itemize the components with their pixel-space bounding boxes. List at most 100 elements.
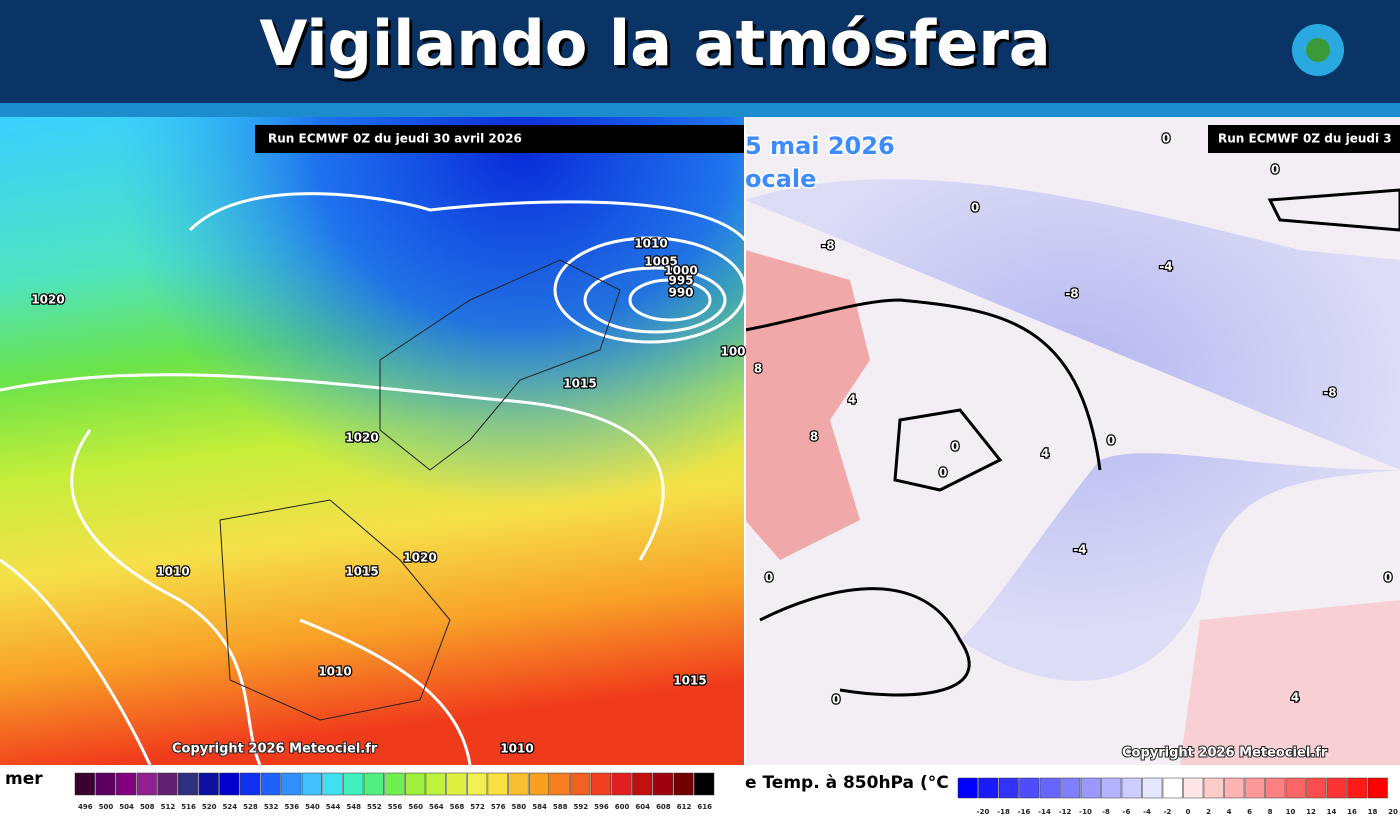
scale-label: 18 xyxy=(1368,808,1378,816)
scale-label: 600 xyxy=(615,803,630,811)
contour-label: 4 xyxy=(1041,447,1049,461)
scale-swatch xyxy=(239,772,261,796)
contour-label: 995 xyxy=(668,274,693,288)
scale-label: 20 xyxy=(1388,808,1398,816)
scale-swatch xyxy=(363,772,384,796)
contour-label: 990 xyxy=(668,286,693,300)
scale-swatch xyxy=(425,772,446,796)
contour-label: 0 xyxy=(765,571,773,585)
scale-label: 512 xyxy=(161,803,176,811)
contour-label: 1020 xyxy=(403,551,436,565)
contour-label: 0 xyxy=(832,693,840,707)
scale-swatch xyxy=(1183,777,1204,799)
scale-swatch xyxy=(177,772,199,796)
scale-label: 12 xyxy=(1306,808,1316,816)
scale-swatch xyxy=(528,772,550,796)
scale-label: 564 xyxy=(429,803,444,811)
scale-label: -4 xyxy=(1143,808,1151,816)
run-label: Run ECMWF 0Z du jeudi 3 xyxy=(1218,132,1392,146)
scale-swatch xyxy=(95,772,116,796)
scale-label: 0 xyxy=(1186,808,1191,816)
contour-label: 8 xyxy=(754,362,762,376)
contour-label: 0 xyxy=(939,466,947,480)
scale-swatch xyxy=(343,772,364,796)
copyright: Copyright 2026 Meteociel.fr xyxy=(1122,746,1328,761)
scale-swatch xyxy=(1019,777,1040,799)
right-map xyxy=(744,117,1400,765)
scale-swatch xyxy=(322,772,343,796)
scale-label: -6 xyxy=(1123,808,1131,816)
contour-label: 1010 xyxy=(156,565,189,579)
scale-label: 616 xyxy=(697,803,712,811)
scale-label: 524 xyxy=(223,803,238,811)
scale-label: -16 xyxy=(1018,808,1031,816)
scale-swatch xyxy=(74,772,95,796)
scale-label: 544 xyxy=(326,803,341,811)
scale-swatch xyxy=(694,772,715,796)
scale-swatch xyxy=(136,772,157,796)
scale-swatch xyxy=(1347,777,1368,799)
scale-swatch xyxy=(1121,777,1142,799)
scale-swatch xyxy=(570,772,591,796)
contour-label: 1020 xyxy=(31,293,64,307)
contour-label: -4 xyxy=(1159,260,1172,274)
scale-swatch xyxy=(1306,777,1327,799)
contour-label: 0 xyxy=(971,201,979,215)
left-map xyxy=(0,117,747,766)
scale-swatch xyxy=(157,772,178,796)
scale-label: 568 xyxy=(450,803,465,811)
scale-label: 520 xyxy=(202,803,217,811)
scale-swatch xyxy=(957,777,978,799)
contour-label: 0 xyxy=(1162,132,1170,146)
scale-label: 548 xyxy=(346,803,361,811)
logo xyxy=(1292,24,1344,76)
scale-label: -2 xyxy=(1164,808,1172,816)
contour-label: 1010 xyxy=(500,742,533,756)
contour-label: 1015 xyxy=(563,377,596,391)
scale-label: 588 xyxy=(553,803,568,811)
scale-swatch xyxy=(260,772,281,796)
site-title: Vigilando la atmósfera xyxy=(259,7,1050,80)
scale-label: 584 xyxy=(532,803,547,811)
scale-label: 10 xyxy=(1286,808,1296,816)
contour-label: -8 xyxy=(1065,287,1078,301)
contour-label: 0 xyxy=(951,440,959,454)
contour-label: 0 xyxy=(1107,434,1115,448)
contour-label: 8 xyxy=(810,430,818,444)
scale-swatch xyxy=(1224,777,1245,799)
scale-label: 508 xyxy=(140,803,155,811)
scale-label: 500 xyxy=(99,803,114,811)
contour-label: 1010 xyxy=(318,665,351,679)
scale-label: 532 xyxy=(264,803,279,811)
scale-label: 596 xyxy=(594,803,609,811)
scale-swatch xyxy=(978,777,999,799)
map-subtitle: ocale xyxy=(745,165,816,193)
map-date: 5 mai 2026 xyxy=(745,132,895,160)
scale-label: 528 xyxy=(243,803,258,811)
scale-label: 580 xyxy=(512,803,527,811)
contour-label: 1010 xyxy=(634,237,667,251)
scale-swatch xyxy=(1326,777,1347,799)
contour-label: 1015 xyxy=(673,674,706,688)
contour-label: 1015 xyxy=(345,565,378,579)
scale-swatch xyxy=(281,772,302,796)
scale-label: 14 xyxy=(1327,808,1337,816)
scale-label: 576 xyxy=(491,803,506,811)
contour-label: -8 xyxy=(1323,386,1336,400)
scale-label: 6 xyxy=(1247,808,1252,816)
scale-label: -14 xyxy=(1038,808,1051,816)
scale-swatch xyxy=(1265,777,1286,799)
contour-label: 0 xyxy=(1271,163,1279,177)
scale-swatch xyxy=(446,772,467,796)
scale-swatch xyxy=(611,772,632,796)
scale-label: 612 xyxy=(677,803,692,811)
contour-label: 1020 xyxy=(345,431,378,445)
scale-label: 604 xyxy=(635,803,650,811)
scale-label: -8 xyxy=(1102,808,1110,816)
scale-swatch xyxy=(508,772,529,796)
contour-label: -4 xyxy=(1073,543,1086,557)
contour-label: 4 xyxy=(1291,691,1299,705)
scale-label: -12 xyxy=(1059,808,1072,816)
run-label: Run ECMWF 0Z du jeudi 30 avril 2026 xyxy=(268,132,522,146)
